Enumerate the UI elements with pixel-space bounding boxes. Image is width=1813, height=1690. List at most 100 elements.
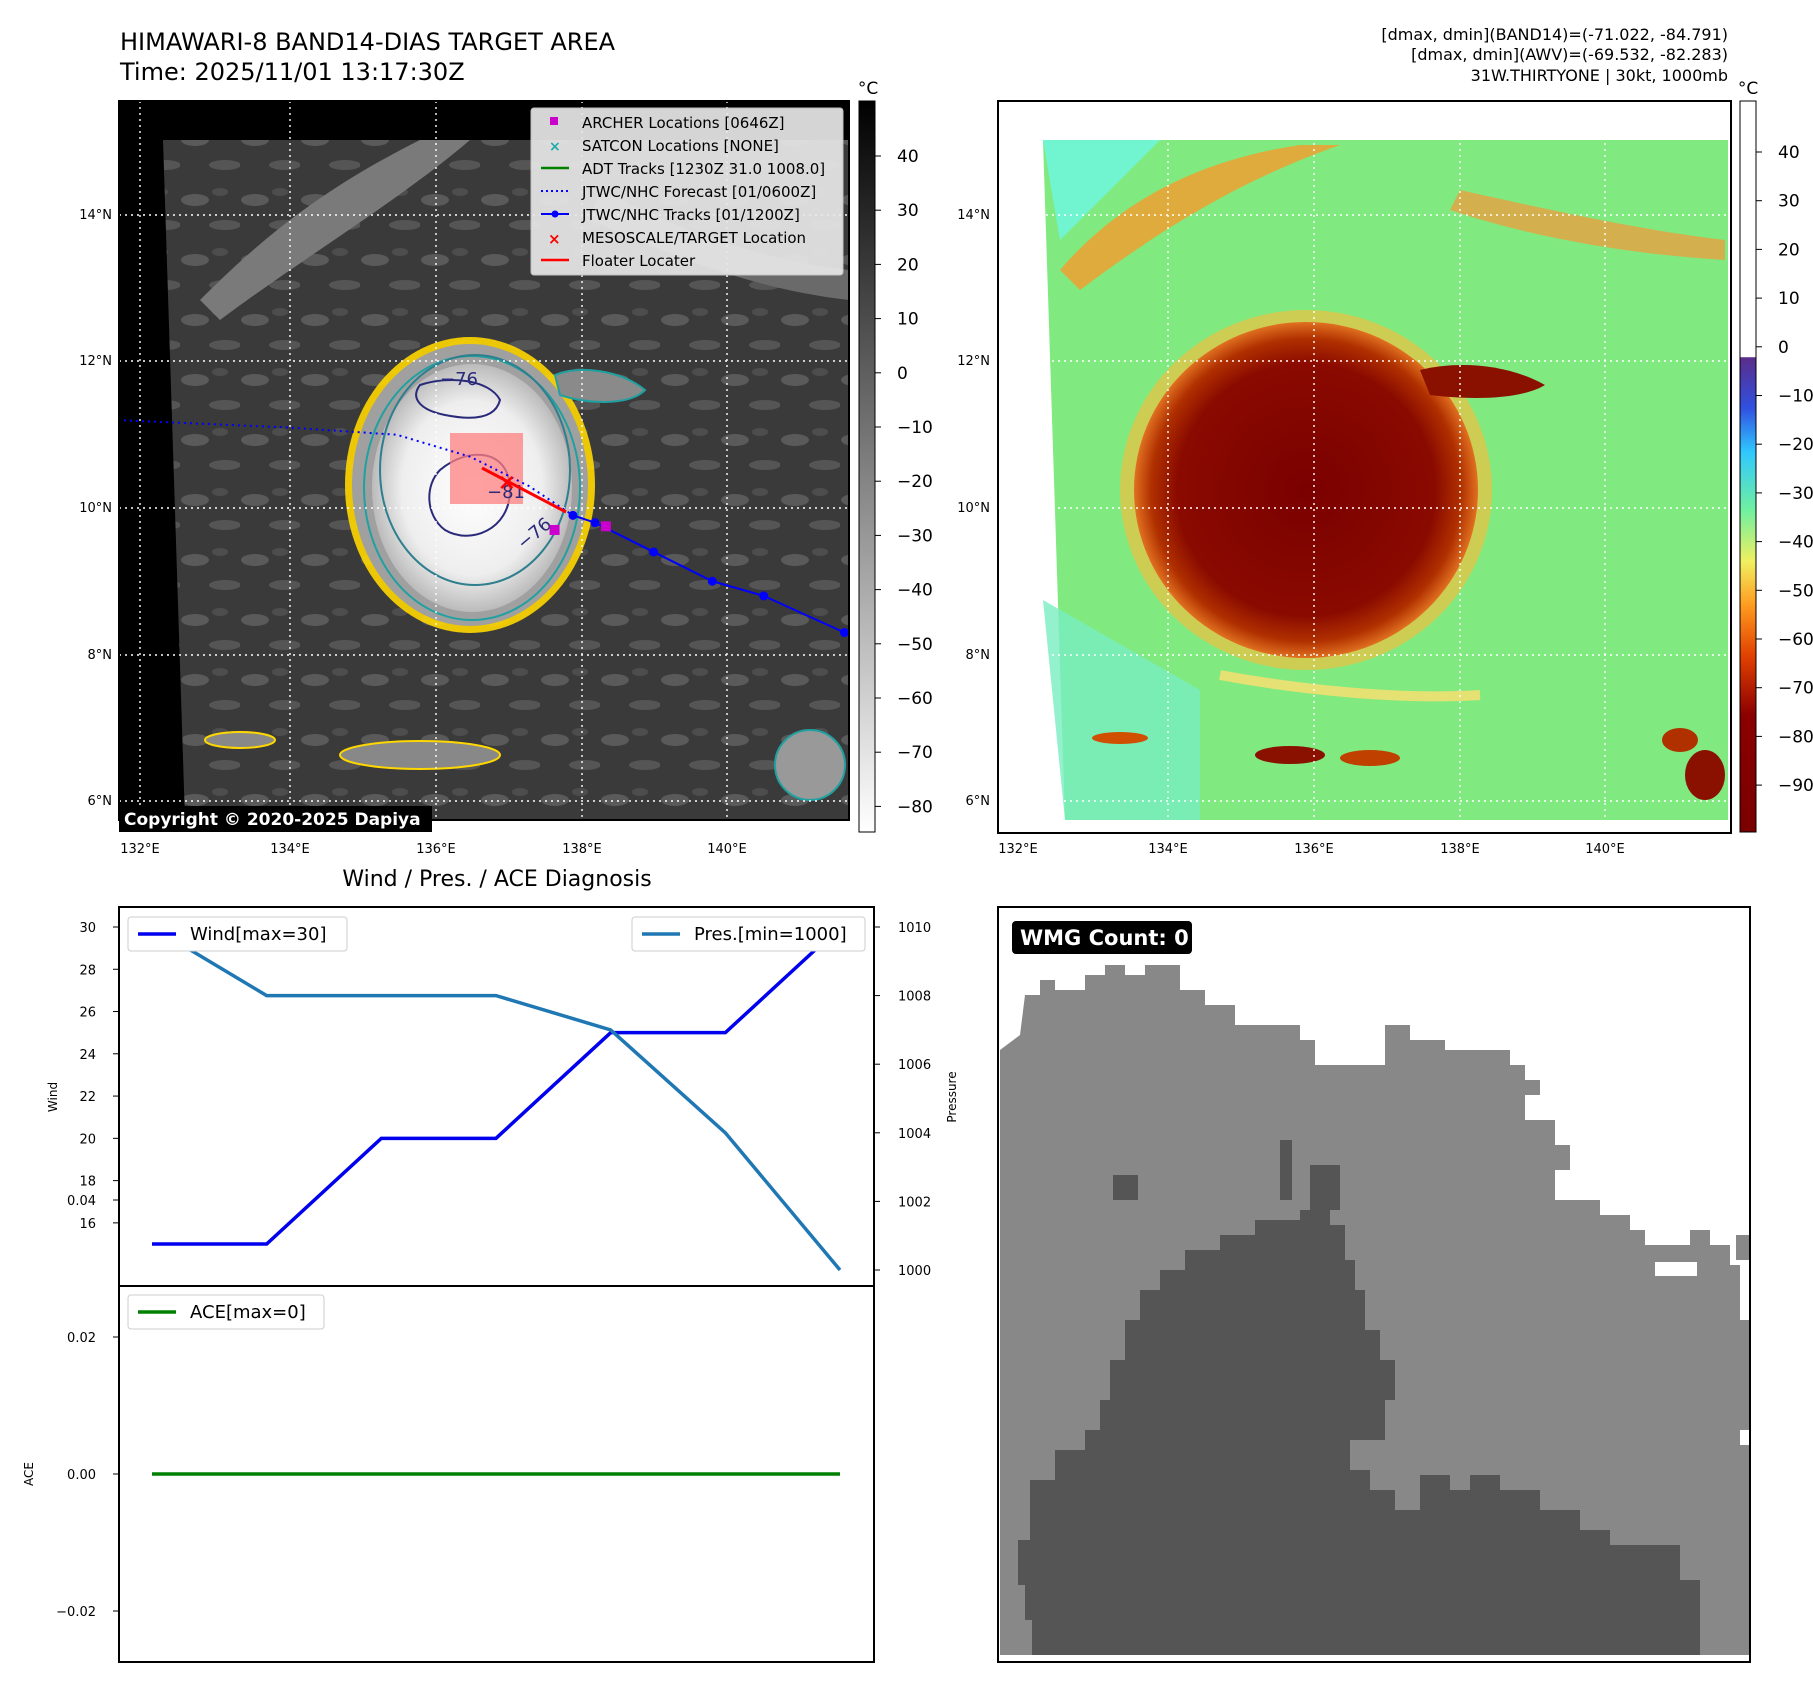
colorbar-tick-label: −50: [897, 635, 933, 655]
wmg-dark-cell: [1113, 1175, 1138, 1200]
ace-panel: 0.040.020.00−0.02−0.04 ACE ACE[max=0]: [22, 1194, 875, 1663]
lon-tick-label: 138°E: [1440, 842, 1480, 857]
legend-entry: SATCON Locations [NONE]: [582, 137, 779, 155]
ace-legend-box: [127, 1294, 325, 1330]
colorbar-tick-label: 30: [1778, 192, 1800, 212]
colorbar-tick-label: −30: [1778, 484, 1813, 504]
target-legend-icon: ×: [548, 230, 561, 248]
archer-point: [600, 521, 611, 532]
colorbar-tick-label: −60: [1778, 630, 1813, 650]
lat-tick-label: 14°N: [79, 208, 112, 223]
wind-tick-label: 28: [79, 963, 96, 978]
wmg-gap: [1655, 1262, 1697, 1276]
southern-feature: [1255, 746, 1325, 764]
ace-legend: ACE[max=0]: [190, 1302, 306, 1323]
southern-cloud: [339, 740, 501, 770]
dry-band: [1450, 190, 1725, 260]
wmg-region-dark: [1018, 1210, 1700, 1655]
southern-feature: [1685, 750, 1725, 800]
archer-point: [549, 524, 560, 535]
colorbar-unit: °C: [1738, 79, 1758, 99]
colorbar-tick-label: 20: [897, 255, 919, 275]
ace-tick-label: 0.00: [67, 1468, 96, 1483]
copyright-text: Copyright © 2020-2025 Dapiya: [124, 810, 421, 830]
wind-ylabel: Wind: [46, 1082, 60, 1112]
lon-tick-label: 134°E: [1148, 842, 1188, 857]
diagnosis-title: Wind / Pres. / ACE Diagnosis: [342, 867, 651, 892]
colorbar-bt: [858, 100, 876, 833]
colorbar-tick-label: −50: [1778, 581, 1813, 601]
legend-entry: JTWC/NHC Forecast [01/0600Z]: [581, 183, 816, 201]
jtwc-track-points: [568, 510, 849, 638]
ace-axis: 0.040.020.00−0.02−0.04: [56, 1194, 119, 1620]
lat-tick-label: 8°N: [88, 648, 113, 663]
southern-feature: [1092, 732, 1148, 744]
floater-locater-line: [481, 466, 567, 514]
lat-tick-label: 14°N: [957, 208, 990, 223]
wmg-gap: [1740, 1430, 1750, 1445]
contour-inner: [415, 379, 502, 419]
dry-band: [1219, 670, 1481, 702]
southern-cloud: [204, 731, 276, 749]
colorbar-tick-label: 20: [1778, 240, 1800, 260]
pressure-series-line: [151, 925, 842, 1272]
colorbar-tick-label: −30: [897, 526, 933, 546]
archer-legend-icon: [550, 117, 558, 125]
colorbar-tick-label: −20: [897, 472, 933, 492]
lon-tick-label: 136°E: [416, 842, 456, 857]
colorbar-tick-label: 10: [1778, 289, 1800, 309]
target-point: ×: [498, 470, 516, 495]
map-gridlines: [998, 101, 1731, 833]
mesoscale-target-points: ×: [498, 470, 516, 495]
lon-tick-label: 132°E: [998, 842, 1038, 857]
track-point: [649, 547, 659, 557]
track-point: [568, 510, 578, 520]
colorbar-tick-label: 0: [1778, 338, 1789, 358]
lat-tick-label: 12°N: [79, 354, 112, 369]
lat-tick-label: 10°N: [957, 501, 990, 516]
wind-tick-label: 30: [79, 921, 96, 936]
ace-tick-label: −0.02: [56, 1605, 96, 1620]
wmg-frame: [997, 906, 1751, 1663]
map-legend: ARCHER Locations [0646Z] × SATCON Locati…: [530, 107, 844, 276]
contour-blue: [379, 354, 571, 586]
colorbar-tick-label: 10: [897, 310, 919, 330]
contour-label: −81: [487, 482, 525, 503]
southern-feature: [1662, 728, 1698, 752]
lon-tick-label: 136°E: [1294, 842, 1334, 857]
satcon-legend-icon: ×: [549, 139, 561, 155]
copyright-box: [119, 806, 432, 832]
core-outflow: [1420, 365, 1545, 398]
pressure-tick-label: 1008: [898, 990, 931, 1005]
lon-tick-label: 140°E: [1585, 842, 1625, 857]
core-cold: [1134, 322, 1478, 658]
track-point: [707, 576, 717, 586]
figure-time: Time: 2025/11/01 13:17:30Z: [119, 58, 465, 86]
wind-series-line: [152, 925, 842, 1246]
legend-box: [530, 107, 844, 276]
archer-points: [549, 521, 611, 535]
dry-band: [1060, 145, 1340, 290]
wind-legend-box: [127, 916, 348, 952]
colorbar-tick-label: 40: [897, 147, 919, 167]
contour-label: −76: [440, 369, 478, 390]
legend-entry: JTWC/NHC Tracks [01/1200Z]: [581, 206, 800, 224]
wmg-count-label: WMG Count: 0: [1020, 926, 1189, 950]
map-gridlines: [119, 101, 849, 820]
colorbar-tick-label: −10: [1778, 387, 1813, 407]
colorbar-tick-label: −70: [897, 743, 933, 763]
storm-info: 31W.THIRTYONE | 30kt, 1000mb: [1471, 66, 1728, 85]
colorbar-tick-label: −70: [1778, 679, 1813, 699]
wind-tick-label: 26: [79, 1006, 96, 1021]
lon-tick-label: 132°E: [120, 842, 160, 857]
ir-map-panel: −76 −81 −76 × Copyright © 2020-2025 Dapi…: [79, 79, 933, 857]
legend-entry: MESOSCALE/TARGET Location: [582, 229, 806, 247]
lon-tick-label: 140°E: [707, 842, 747, 857]
colorbar-tick-label: 40: [1778, 143, 1800, 163]
colorbar-tick-label: −60: [897, 689, 933, 709]
ir-map-frame: [118, 100, 850, 821]
lat-tick-label: 8°N: [966, 648, 991, 663]
wmg-dark-cell: [1280, 1140, 1292, 1200]
track-legend-marker: [551, 210, 559, 218]
